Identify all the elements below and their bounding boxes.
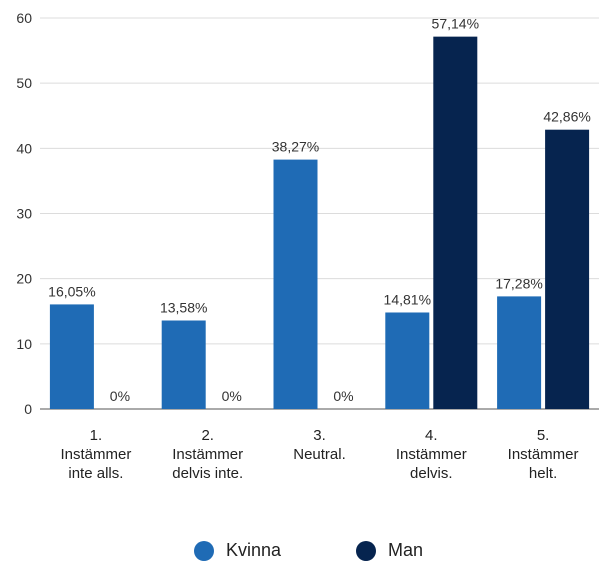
data-label: 38,27%	[272, 139, 319, 155]
data-label: 57,14%	[432, 16, 479, 32]
bar-man	[433, 36, 478, 409]
x-tick-label-line: Neutral.	[293, 446, 346, 463]
x-tick-label-line: 1.	[90, 427, 103, 444]
x-tick-label-line: Instämmer	[508, 446, 579, 463]
legend-swatch-man	[356, 540, 376, 561]
data-label: 0%	[333, 388, 353, 404]
x-tick-label: 4. Instämmer delvis.	[396, 427, 467, 482]
bar-kvinna	[497, 296, 542, 409]
x-tick-label-line: delvis inte.	[172, 465, 243, 482]
data-label: 17,28%	[495, 275, 542, 291]
y-tick-label: 20	[16, 271, 32, 287]
bar-chart: 0 10 20 30 40 50 60 16,05% 0% 1. Instämmer inte all…	[16, 10, 599, 482]
x-tick-label: 1. Instämmer inte alls.	[60, 427, 131, 482]
legend-label-man: Man	[388, 540, 424, 560]
bar-kvinna	[49, 304, 94, 409]
bar-kvinna	[161, 320, 206, 409]
data-label: 16,05%	[48, 283, 95, 299]
x-tick-label: 5. Instämmer helt.	[508, 427, 579, 482]
x-tick-label-line: 5.	[537, 427, 550, 444]
bar-kvinna	[385, 312, 430, 409]
data-label: 14,81%	[384, 291, 431, 307]
x-tick-label-line: 3.	[313, 427, 326, 444]
bar-man	[545, 129, 590, 409]
data-label: 13,58%	[160, 300, 207, 316]
legend-item-man: Man	[356, 540, 423, 561]
data-label: 42,86%	[543, 109, 590, 125]
y-tick-label: 60	[16, 10, 32, 26]
x-tick-label-line: helt.	[529, 465, 557, 482]
x-tick-label-line: delvis.	[410, 465, 453, 482]
legend-item-kvinna: Kvinna	[194, 540, 281, 561]
x-tick-label-line: 4.	[425, 427, 438, 444]
data-label: 0%	[110, 388, 130, 404]
y-tick-label: 50	[16, 75, 32, 91]
x-tick-label-line: Instämmer	[60, 446, 131, 463]
y-tick-label: 0	[24, 401, 32, 417]
x-tick-label-line: 2.	[201, 427, 214, 444]
x-tick-label: 2. Instämmer delvis inte.	[172, 427, 243, 482]
x-tick-label-line: Instämmer	[172, 446, 243, 463]
y-tick-label: 40	[16, 140, 32, 156]
x-tick-label-line: inte alls.	[68, 465, 123, 482]
legend-label-kvinna: Kvinna	[226, 540, 282, 560]
bar-kvinna	[273, 159, 318, 409]
y-tick-label: 30	[16, 206, 32, 222]
x-tick-label: 3. Neutral.	[293, 427, 346, 463]
legend: Kvinna Man	[0, 540, 609, 568]
legend-swatch-kvinna	[194, 540, 214, 561]
y-tick-label: 10	[16, 336, 32, 352]
data-label: 0%	[222, 388, 242, 404]
x-tick-label-line: Instämmer	[396, 446, 467, 463]
